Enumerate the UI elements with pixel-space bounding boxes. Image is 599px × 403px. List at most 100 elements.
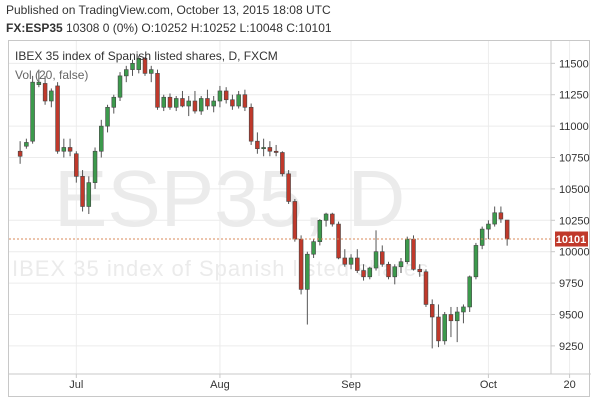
candle-body <box>386 263 391 278</box>
candle-body <box>292 201 298 240</box>
candle-body <box>280 152 285 175</box>
candle <box>398 257 404 274</box>
candle-body <box>454 311 460 322</box>
time-tick-label: Oct <box>480 379 497 391</box>
candle-body <box>492 212 497 225</box>
candle-body <box>142 58 148 74</box>
candle-body <box>348 257 354 265</box>
candle-body <box>80 176 85 207</box>
candlestick-chart[interactable]: ESP35, D IBEX 35 index of Spanish listed… <box>9 41 591 398</box>
candle <box>342 249 348 267</box>
candle-body <box>236 94 241 107</box>
candle-body <box>311 241 316 255</box>
candle-body <box>67 147 73 152</box>
candle <box>454 306 460 343</box>
candle <box>142 57 148 76</box>
last-price-label-bg <box>555 231 588 247</box>
candle <box>192 90 198 114</box>
candle <box>149 65 154 83</box>
candle-body <box>74 153 79 177</box>
candle-body <box>111 96 117 108</box>
candle <box>367 266 373 280</box>
candle <box>67 138 73 157</box>
price-tick-label: 10500 <box>559 184 590 196</box>
candle <box>86 176 92 215</box>
candle <box>373 230 379 271</box>
candle-body <box>186 100 191 107</box>
candle-body <box>130 63 135 70</box>
price-tick-label: 11500 <box>559 58 589 70</box>
candle-body <box>61 147 67 152</box>
price-axis: 11500 11250 11000 10750 10500 10250 10000 9750 9… <box>551 58 590 353</box>
candle-body <box>30 81 35 142</box>
price-tick-label: 10250 <box>559 215 590 227</box>
candle <box>273 144 279 157</box>
candle <box>136 55 141 74</box>
candle <box>17 141 23 164</box>
candle <box>55 82 60 154</box>
candle-body <box>330 213 335 225</box>
candle-body <box>467 276 472 308</box>
candle <box>61 138 67 158</box>
legend-indicator: Vol (20, false) <box>15 68 88 82</box>
candle-body <box>486 223 491 230</box>
candle-body <box>92 150 98 183</box>
watermark-small: IBEX 35 index of Spanish listed shares <box>12 256 429 281</box>
price-tick-label: 9250 <box>559 341 583 353</box>
candle-body <box>124 69 129 77</box>
candle-body <box>417 268 422 273</box>
candle-body <box>305 253 310 290</box>
candle <box>261 138 266 157</box>
candle <box>255 132 260 154</box>
candle-body <box>211 100 216 107</box>
candle <box>111 94 117 114</box>
candle <box>280 151 285 177</box>
candle-body <box>99 125 104 152</box>
candle <box>99 119 104 158</box>
candle <box>223 87 229 104</box>
candle <box>417 264 422 277</box>
candle <box>311 239 316 258</box>
candle-body <box>36 81 42 85</box>
candle <box>405 236 410 265</box>
candle <box>180 90 185 108</box>
candle-body <box>117 75 123 98</box>
candles <box>17 55 510 349</box>
candle <box>292 198 298 242</box>
time-tick-label: Jul <box>69 379 83 391</box>
candle <box>173 95 179 112</box>
candle <box>30 75 35 144</box>
price-tick-label: 9500 <box>559 309 583 321</box>
candle-body <box>461 306 466 313</box>
candle <box>198 95 204 115</box>
candle-body <box>192 100 198 112</box>
candle-body <box>323 213 329 221</box>
candle <box>461 304 466 324</box>
candle <box>336 221 341 260</box>
candle <box>423 269 429 307</box>
candle <box>429 299 435 349</box>
candle-body <box>436 316 441 342</box>
candle <box>230 94 235 110</box>
candle <box>504 219 510 246</box>
published-line: Published on TradingView.com, October 13… <box>6 3 331 17</box>
candle-body <box>473 245 479 278</box>
candle <box>386 261 391 280</box>
candle-body <box>498 212 504 220</box>
candle-body <box>367 267 373 278</box>
candle <box>473 242 479 280</box>
candle-body <box>336 223 341 259</box>
candle <box>448 306 454 338</box>
candle-body <box>429 304 435 318</box>
candle-body <box>355 257 360 271</box>
candle <box>205 89 210 110</box>
last-price-badge: 10101 <box>555 231 588 247</box>
candle <box>498 206 504 223</box>
candle-body <box>167 96 173 108</box>
price-tick-label: 11000 <box>559 121 589 133</box>
candle <box>298 235 304 295</box>
candle <box>486 220 491 240</box>
candle <box>36 69 42 88</box>
candle <box>361 264 366 281</box>
candle <box>286 170 291 204</box>
